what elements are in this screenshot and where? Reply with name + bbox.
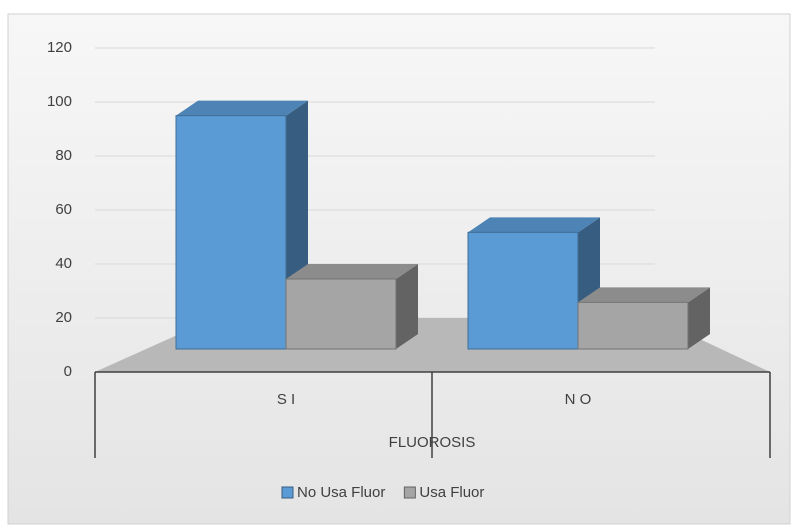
- bar-top: [286, 264, 418, 279]
- legend-label: No Usa Fluor: [297, 484, 385, 501]
- x-tick-label: N O: [565, 391, 592, 408]
- bar-side: [396, 264, 418, 349]
- y-tick-label: 20: [55, 309, 72, 326]
- y-tick-label: 60: [55, 201, 72, 218]
- bar-side: [688, 287, 710, 349]
- bar-top: [176, 100, 308, 116]
- bar: [285, 278, 397, 350]
- bar: [467, 231, 579, 350]
- legend-label: Usa Fluor: [419, 484, 484, 501]
- y-tick-label: 100: [47, 93, 72, 110]
- bar-top: [468, 217, 600, 233]
- legend-swatch: [403, 486, 416, 499]
- y-tick-label: 120: [47, 39, 72, 56]
- bar: [175, 115, 287, 350]
- bar-top: [578, 287, 710, 303]
- bar: [577, 301, 689, 350]
- y-tick-label: 40: [55, 255, 72, 272]
- legend-swatch: [281, 486, 294, 499]
- y-tick-label: 0: [64, 363, 72, 380]
- x-axis-title: FLUOROSIS: [389, 434, 476, 451]
- y-tick-label: 80: [55, 147, 72, 164]
- x-tick-label: S I: [277, 391, 295, 408]
